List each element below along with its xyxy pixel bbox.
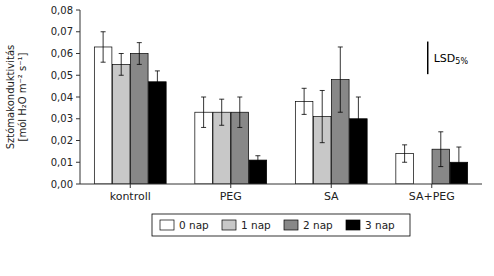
error-bar <box>438 132 443 167</box>
error-bar <box>237 97 242 127</box>
y-axis-label: Sztómakonduktivitás[mól H₂O m⁻² s⁻¹] <box>5 45 28 150</box>
x-tick <box>130 184 131 188</box>
x-tick <box>230 184 231 188</box>
y-tick <box>76 53 80 54</box>
error-bar <box>255 156 260 165</box>
y-tick-label: 0,04 <box>51 92 73 103</box>
y-tick-label: 0,08 <box>51 5 73 16</box>
y-tick <box>76 140 80 141</box>
y-tick-label: 0,02 <box>51 135 73 146</box>
y-tick-label: 0,06 <box>51 48 73 59</box>
legend-swatch <box>284 220 298 230</box>
error-bar <box>101 32 106 62</box>
error-bar <box>119 54 124 76</box>
x-tick-label: kontroll <box>110 190 151 203</box>
lsd-label-main: LSD <box>434 51 456 64</box>
error-bar <box>338 47 343 112</box>
x-tick <box>431 184 432 188</box>
error-bar <box>456 147 461 177</box>
legend-swatch <box>222 220 236 230</box>
error-bar <box>402 145 407 162</box>
y-tick <box>76 97 80 98</box>
bar <box>149 82 167 184</box>
error-bar <box>320 90 325 142</box>
legend-label: 2 nap <box>303 219 333 231</box>
y-tick <box>76 10 80 11</box>
x-tick-label: SA+PEG <box>409 190 455 203</box>
error-bar <box>155 71 160 93</box>
error-bars <box>101 32 462 178</box>
y-tick-label: 0,01 <box>51 157 73 168</box>
y-axis-label-line: Sztómakonduktivitás <box>5 45 16 150</box>
y-tick <box>76 75 80 76</box>
legend-label: 1 nap <box>241 219 271 231</box>
x-tick <box>331 184 332 188</box>
y-tick-label: 0,05 <box>51 70 73 81</box>
lsd-bar <box>427 42 429 75</box>
y-tick <box>76 162 80 163</box>
x-tick-label: PEG <box>220 190 242 203</box>
bar <box>131 54 149 185</box>
x-tick-label: SA <box>324 190 339 203</box>
bar <box>94 47 112 184</box>
legend-label: 0 nap <box>179 219 209 231</box>
y-tick <box>76 184 80 185</box>
legend-swatch <box>346 220 360 230</box>
error-bar <box>302 88 307 114</box>
y-tick-label: 0,00 <box>51 179 73 190</box>
y-axis-label-line: [mól H₂O m⁻² s⁻¹] <box>17 52 28 141</box>
lsd-label-sub: 5% <box>455 56 468 65</box>
legend-frame <box>152 214 410 236</box>
chart: 0,00 0,01 0,02 0,03 0,04 0,05 0,06 0,07 0,08 kont… <box>0 0 494 276</box>
bars <box>94 47 467 184</box>
error-bar <box>137 43 142 65</box>
y-tick <box>76 118 80 119</box>
legend-label: 3 nap <box>365 219 395 231</box>
x-axis-line <box>80 184 482 185</box>
lsd-label: LSD5% <box>434 51 469 65</box>
y-tick-label: 0,07 <box>51 26 73 37</box>
y-tick-label: 0,03 <box>51 113 73 124</box>
y-tick <box>76 31 80 32</box>
legend: 0 nap 1 nap 2 nap 3 nap <box>152 214 410 236</box>
error-bar <box>356 97 361 141</box>
error-bar <box>219 99 224 125</box>
bar <box>112 64 130 184</box>
error-bar <box>201 97 206 127</box>
legend-swatch <box>160 220 174 230</box>
